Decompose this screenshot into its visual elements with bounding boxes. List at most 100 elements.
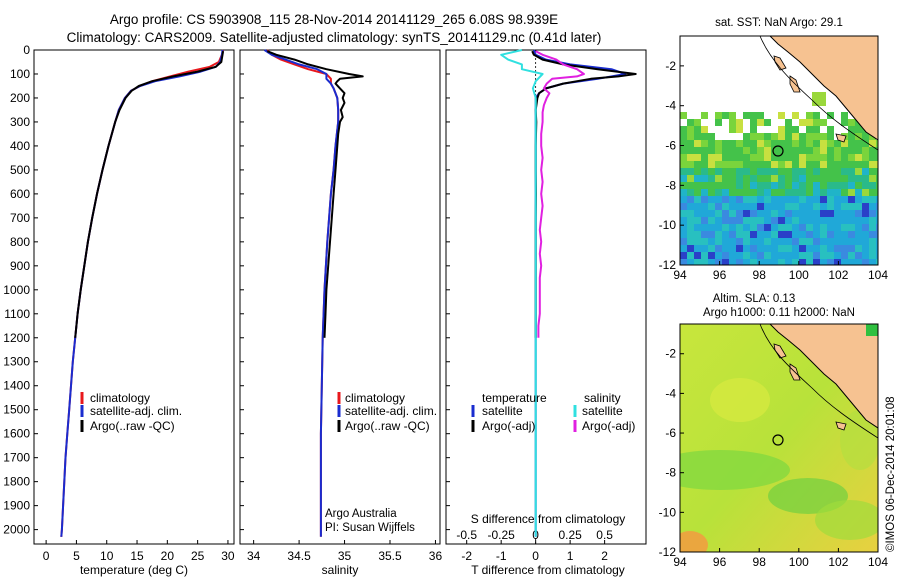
sst-cell: [778, 217, 785, 224]
sst-cell: [778, 245, 785, 252]
sst-cell: [687, 168, 694, 175]
sst-cell: [813, 238, 820, 245]
sst-cell: [729, 147, 736, 154]
sst-cell: [750, 154, 757, 161]
sst-cell: [764, 161, 771, 168]
difference-panel-frame: [445, 49, 647, 545]
sst-cell: [757, 147, 764, 154]
sst-cell: [869, 245, 876, 252]
sst-cell: [757, 196, 764, 203]
x-tick-label: 34: [247, 549, 261, 563]
sst-cell: [701, 217, 708, 224]
sst-cell: [813, 147, 820, 154]
sst-cell: [743, 161, 750, 168]
sst-cell: [862, 196, 869, 203]
sst-cell: [855, 203, 862, 210]
sst-cell: [792, 133, 799, 140]
sst-cell: [694, 140, 701, 147]
x-tick-label: 1: [567, 549, 574, 563]
sst-cell: [785, 217, 792, 224]
sst-cell: [799, 231, 806, 238]
sst-cell: [813, 168, 820, 175]
sst-cell: [806, 126, 813, 133]
sst-cell: [848, 140, 855, 147]
depth-tick-label: 1500: [3, 403, 30, 417]
sst-cell: [869, 196, 876, 203]
sst-cell: [729, 224, 736, 231]
sst-cell: [834, 140, 841, 147]
sst-cell: [680, 112, 687, 119]
sst-cell: [834, 147, 841, 154]
x-tick-label: 10: [100, 549, 114, 563]
sst-cell: [715, 147, 722, 154]
sst-cell: [701, 112, 708, 119]
sst-cell: [778, 252, 785, 259]
sst-cell: [785, 203, 792, 210]
sst-cell: [694, 210, 701, 217]
sst-cell: [820, 231, 827, 238]
sst-cell: [694, 203, 701, 210]
sst-cell: [750, 147, 757, 154]
sst-cell: [841, 168, 848, 175]
sst-cell: [876, 259, 878, 265]
sst-cell: [680, 217, 687, 224]
x-tick-label: -2: [461, 549, 472, 563]
sst-cell: [715, 231, 722, 238]
sst-cell: [729, 210, 736, 217]
sst-cell: [736, 168, 743, 175]
series-line-argo-raw-qc: [266, 50, 364, 338]
sst-cell: [799, 147, 806, 154]
sst-cell: [701, 133, 708, 140]
sst-cell: [764, 238, 771, 245]
sst-cell: [813, 224, 820, 231]
depth-tick-label: 1000: [3, 283, 30, 297]
sst-cell: [792, 182, 799, 189]
sst-cell: [785, 252, 792, 259]
sst-cell: [792, 154, 799, 161]
sst-cell: [771, 168, 778, 175]
sst-cell: [834, 210, 841, 217]
map-x-tick-label: 104: [868, 268, 888, 282]
legend-title-salinity: salinity: [584, 391, 621, 405]
sst-cell: [876, 196, 878, 203]
sst-cell: [848, 119, 855, 126]
sst-cell: [813, 175, 820, 182]
sst-cell: [806, 168, 813, 175]
sst-cell: [827, 252, 834, 259]
pi-note: PI: Susan Wijffels: [325, 522, 415, 534]
sst-cell: [743, 217, 750, 224]
sst-cell: [694, 224, 701, 231]
sla-map-title-line2: Argo h1000: 0.11 h2000: NaN: [703, 307, 855, 319]
sst-cell: [764, 224, 771, 231]
sst-cell: [820, 168, 827, 175]
sst-cell: [834, 245, 841, 252]
sst-cell: [729, 252, 736, 259]
sst-cell: [855, 217, 862, 224]
sla-patch: [710, 378, 770, 422]
sst-cell: [694, 119, 701, 126]
sst-cell: [680, 203, 687, 210]
sst-cell: [848, 252, 855, 259]
sst-cell: [729, 196, 736, 203]
sst-cell: [827, 126, 834, 133]
series-line-salinity-satellite: [500, 49, 544, 537]
sst-cell: [848, 210, 855, 217]
sst-cell: [771, 196, 778, 203]
sst-cell: [729, 140, 736, 147]
sst-cell: [729, 168, 736, 175]
sst-cell: [827, 238, 834, 245]
sst-cell: [715, 252, 722, 259]
legend-label-t-argo: Argo(-adj): [482, 419, 535, 433]
sst-cell: [869, 189, 876, 196]
map-x-tick-label: 100: [789, 268, 809, 282]
sla-island: [773, 343, 787, 359]
sst-cell: [778, 259, 785, 265]
sst-cell: [827, 112, 834, 119]
sst-cell: [750, 133, 757, 140]
sst-cell: [708, 203, 715, 210]
sst-cell: [792, 161, 799, 168]
sst-cell: [862, 231, 869, 238]
sst-cell: [834, 175, 841, 182]
sst-cell: [757, 168, 764, 175]
sst-cell: [743, 168, 750, 175]
